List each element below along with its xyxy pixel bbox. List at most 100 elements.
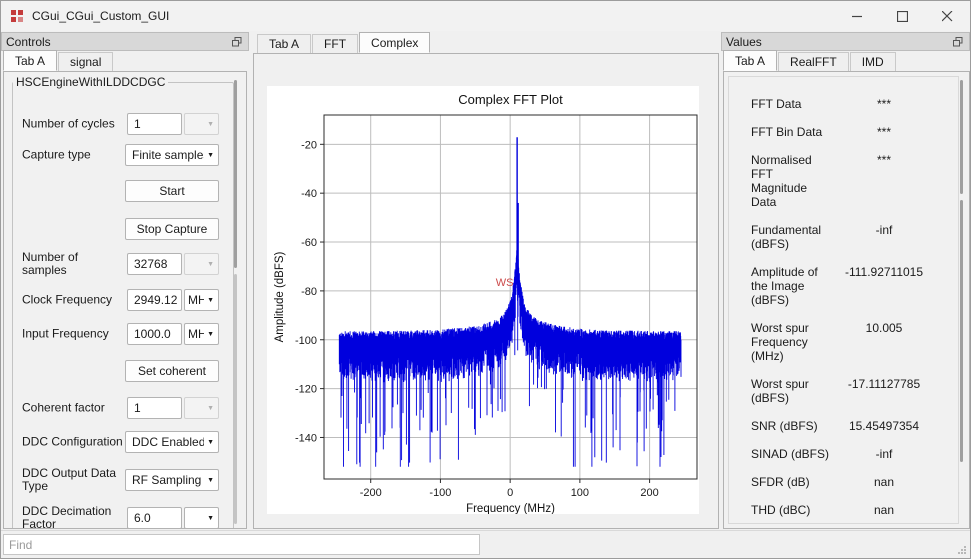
value-readout: nan: [873, 475, 895, 489]
svg-text:-200: -200: [360, 487, 382, 499]
chevron-down-icon: ▼: [207, 476, 214, 484]
svg-text:-20: -20: [301, 139, 317, 151]
value-readout: 15.45497354: [848, 419, 920, 433]
chevron-down-icon: ▼: [207, 514, 214, 522]
float-panel-button[interactable]: [951, 35, 965, 48]
value-label: SINAD (dBFS): [751, 447, 830, 461]
values-scrollbar-handle[interactable]: [960, 80, 963, 194]
svg-text:-100: -100: [429, 487, 451, 499]
maximize-button[interactable]: [880, 1, 925, 31]
chevron-down-icon: ▼: [207, 151, 214, 159]
tab-signal[interactable]: signal: [58, 52, 114, 71]
value-label: THD (dBC): [751, 503, 811, 517]
tab-tab-a[interactable]: Tab A: [3, 50, 58, 71]
values-row: FFT Data ***: [751, 97, 934, 111]
ddc-configuration-combo[interactable]: DDC Enabled ▼: [125, 431, 219, 453]
tab-complex[interactable]: Complex: [359, 32, 431, 53]
cycles-input[interactable]: 1: [127, 113, 182, 135]
float-panel-icon: [953, 36, 963, 46]
tab-fft[interactable]: FFT: [312, 34, 359, 53]
value-readout: -inf: [875, 447, 893, 461]
svg-text:-140: -140: [295, 432, 317, 444]
value-readout: -inf: [875, 223, 893, 237]
tab-imd[interactable]: IMD: [849, 52, 896, 71]
stop-capture-button[interactable]: Stop Capture: [125, 218, 219, 240]
svg-text:200: 200: [640, 487, 658, 499]
chevron-down-icon: ▼: [207, 438, 214, 446]
close-button[interactable]: [925, 1, 970, 31]
input-frequency-input[interactable]: 1000.0: [127, 323, 182, 345]
close-icon: [942, 10, 953, 21]
resize-grip-icon[interactable]: [956, 544, 967, 555]
tab-tab-a[interactable]: Tab A: [257, 34, 312, 53]
value-readout: nan: [873, 503, 895, 517]
float-panel-button[interactable]: [230, 35, 244, 48]
capture-type-combo[interactable]: Finite samples ▼: [125, 144, 219, 166]
samples-input[interactable]: 32768: [127, 253, 182, 275]
value-label: Amplitude of the Image (dBFS): [751, 265, 818, 307]
clock-frequency-input[interactable]: 2949.12: [127, 289, 182, 311]
ddc-configuration-label: DDC Configuration: [22, 434, 123, 449]
clock-unit-combo[interactable]: MH:▼: [184, 289, 219, 311]
ddc-decimation-unit-combo[interactable]: ▼: [184, 507, 219, 528]
controls-panel-header[interactable]: Controls: [1, 32, 249, 51]
controls-panel-title: Controls: [6, 34, 51, 49]
values-panel-title: Values: [726, 34, 762, 49]
ddc-output-type-combo[interactable]: RF Sampling ▼: [125, 469, 219, 491]
value-label: SFDR (dB): [751, 475, 810, 489]
plot-pane: WS -200 -100 0 100 200 -20 -40 -60 -80 -100 -120 -14…: [253, 53, 719, 529]
value-readout: ***: [876, 97, 891, 111]
svg-text:-80: -80: [301, 286, 317, 298]
values-row: SINAD (dBFS) -inf: [751, 447, 934, 461]
window-title: CGui_CGui_Custom_GUI: [32, 9, 170, 23]
values-row: Fundamental (dBFS) -inf: [751, 223, 934, 251]
coherent-factor-input[interactable]: 1: [127, 397, 182, 419]
values-row: SFDR (dB) nan: [751, 475, 934, 489]
cycles-label: Number of cycles: [22, 116, 115, 131]
tab-realfft[interactable]: RealFFT: [778, 52, 849, 71]
value-label: Worst spur Frequency (MHz): [751, 321, 809, 363]
complex-fft-plot: WS -200 -100 0 100 200 -20 -40 -60 -80 -100 -120 -14…: [274, 92, 698, 515]
chevron-down-icon: ▼: [207, 260, 214, 268]
find-input[interactable]: [3, 534, 480, 555]
values-row: Amplitude of the Image (dBFS) -111.927110…: [751, 265, 934, 307]
minimize-button[interactable]: [835, 1, 880, 31]
svg-text:Frequency (MHz): Frequency (MHz): [466, 503, 555, 514]
tab-tab-a[interactable]: Tab A: [723, 50, 778, 71]
chevron-down-icon: ▼: [207, 330, 214, 338]
coherent-unit-combo: ▼: [184, 397, 219, 419]
svg-text:-100: -100: [295, 335, 317, 347]
value-label: FFT Bin Data: [751, 125, 823, 139]
fft-figure: WS -200 -100 0 100 200 -20 -40 -60 -80 -100 -120 -14…: [267, 86, 699, 515]
chevron-down-icon: ▼: [207, 296, 214, 304]
controls-scrollbar-handle[interactable]: [234, 80, 237, 268]
controls-scrollbar-track[interactable]: [234, 274, 237, 524]
values-panel-header[interactable]: Values: [721, 32, 970, 51]
chevron-down-icon: ▼: [207, 120, 214, 128]
values-row: SNR (dBFS) 15.45497354: [751, 419, 934, 433]
values-row: Normalised FFT Magnitude Data ***: [751, 153, 934, 209]
samples-unit-combo: ▼: [184, 253, 219, 275]
coherent-factor-label: Coherent factor: [22, 400, 105, 415]
svg-text:0: 0: [507, 487, 513, 499]
ddc-decimation-input[interactable]: 6.0: [127, 507, 182, 528]
input-unit-combo[interactable]: MH:▼: [184, 323, 219, 345]
values-pane: FFT Data *** FFT Bin Data *** Normalised FFT…: [723, 71, 970, 529]
svg-text:-60: -60: [301, 237, 317, 249]
values-row: Worst spur (dBFS) -17.11127785: [751, 377, 934, 405]
values-row: Worst spur Frequency (MHz) 10.005: [751, 321, 934, 363]
set-coherent-button[interactable]: Set coherent: [125, 360, 219, 382]
svg-text:Amplitude (dBFS): Amplitude (dBFS): [274, 251, 286, 342]
input-frequency-label: Input Frequency: [22, 326, 109, 341]
start-button[interactable]: Start: [125, 180, 219, 202]
values-row: FFT Bin Data ***: [751, 125, 934, 139]
groupbox-label: HSCEngineWithILDDCDGC: [13, 75, 169, 89]
clock-frequency-label: Clock Frequency: [22, 292, 113, 307]
minimize-icon: [852, 15, 862, 17]
capture-type-label: Capture type: [22, 147, 91, 162]
value-readout: -111.92711015: [844, 265, 924, 279]
title-bar[interactable]: CGui_CGui_Custom_GUI: [1, 1, 970, 31]
svg-text:WS: WS: [496, 277, 514, 289]
values-scrollbar-track[interactable]: [960, 200, 963, 462]
